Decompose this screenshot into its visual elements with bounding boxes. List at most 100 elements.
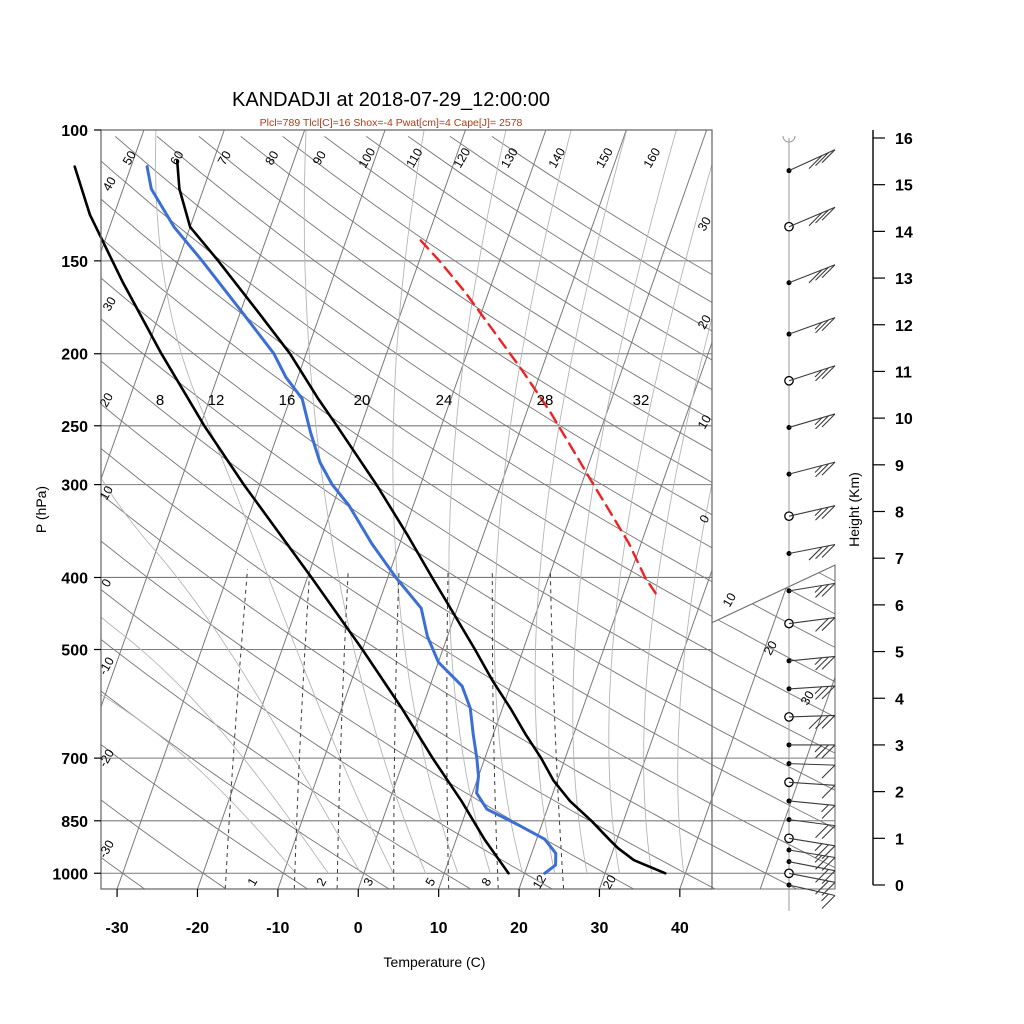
grid-label: 2 [314,875,330,888]
grid-line [788,365,836,382]
mixing-ratio-line [491,569,499,889]
dry-adiabat [156,136,712,516]
dry-adiabat [101,540,634,889]
grid-line [197,130,466,889]
dry-adiabat [712,565,835,889]
grid-line [598,568,712,889]
dry-adiabat [240,136,712,452]
dry-adiabat [961,493,1024,889]
grid-line [814,585,823,593]
series-temperature [175,159,667,875]
grid-label: 90 [310,148,329,167]
grid-line [815,685,829,700]
grid-line [821,784,836,799]
grid-line [814,508,823,517]
grid-line [788,884,836,897]
mixing-ratio-line [492,593,498,889]
grid-line [821,845,836,860]
moist-adiabat [392,130,459,874]
grid-line [788,800,836,807]
dry-adiabat [101,403,712,805]
grid-line [815,463,829,478]
grid-label: 12 [208,392,225,409]
grid-label: 50 [120,148,139,167]
grid-line [788,461,836,475]
grid-line [759,565,835,889]
grid-line [808,546,823,561]
barb-column-cap [782,135,796,143]
grid-line [1001,130,1024,889]
grid-line [815,506,829,521]
grid-line [921,130,1024,889]
temperature-tick-label: -30 [106,920,129,937]
pressure-tick-label: 100 [61,123,88,140]
moist-adiabat [643,316,712,874]
grid-line [821,893,829,902]
mixing-ratio-line [446,569,450,889]
grid-label: 20 [354,392,371,409]
grid-line [821,870,836,885]
dry-adiabat [101,237,712,653]
dry-adiabat [712,565,835,889]
dry-adiabat [0,493,308,889]
wind-barb [784,712,836,730]
grid-line [101,130,225,481]
grid-label: 28 [537,392,554,409]
grid-line [518,341,712,889]
title-group: KANDADJI at 2018-07-29_12:00:00 Plcl=789… [232,89,550,129]
grid-line [788,655,836,662]
mixing-ratio-line [551,593,564,889]
grid-line [821,895,836,909]
grid-label: 8 [479,875,495,888]
grid-line [815,824,829,839]
dry-adiabat [101,160,712,583]
grid-line [814,465,823,473]
height-tick-label: 1 [895,831,904,848]
grid-line [815,367,829,382]
grid-line [815,656,829,671]
grid-line [0,130,64,889]
grid-line [101,130,306,709]
height-tick-label: 5 [895,645,904,662]
dry-adiabat [101,799,227,889]
dry-adiabat [324,136,712,391]
grid-line [808,715,823,730]
page-title: KANDADJI at 2018-07-29_12:00:00 [232,89,550,111]
wind-barb [784,777,836,799]
grid-lines [0,129,1024,890]
grid-line [814,417,823,426]
grid-line [821,804,829,813]
temperature-tick-label: -20 [186,920,209,937]
wind-barb [784,868,836,896]
mixing-ratio-line [393,569,400,889]
height-axis-title: Height (Km) [846,472,862,547]
grid-line [788,505,836,517]
grid-line [814,369,823,378]
grid-line [821,617,836,631]
grid-line [815,618,829,632]
dry-adiabat [114,136,712,549]
wind-barb [786,742,836,759]
wind-barb [786,859,836,885]
grid-label: 8 [156,392,164,409]
height-tick-label: 13 [895,271,913,288]
grid-line [815,868,829,883]
grid-line [116,130,386,889]
dry-adiabat [712,565,835,889]
grid-label: 24 [436,392,453,409]
grid-line [815,744,829,759]
temperature-tick-label: 10 [430,920,448,937]
grid-line [821,825,836,840]
height-tick-label: 4 [895,691,904,708]
grid-label: 20 [600,872,619,891]
grid-labels: 50 60 70 80 90 100 110 120 130 140 150 160403020100… [96,145,817,891]
y-axis-title: P (hPa) [33,486,49,533]
grid-line [357,130,627,889]
moist-adiabat [154,130,394,874]
height-tick-label: 8 [895,505,904,522]
grid-label: 20 [695,312,714,331]
grid-line [788,714,836,718]
grid-line [821,317,836,331]
grid-line [788,837,836,847]
